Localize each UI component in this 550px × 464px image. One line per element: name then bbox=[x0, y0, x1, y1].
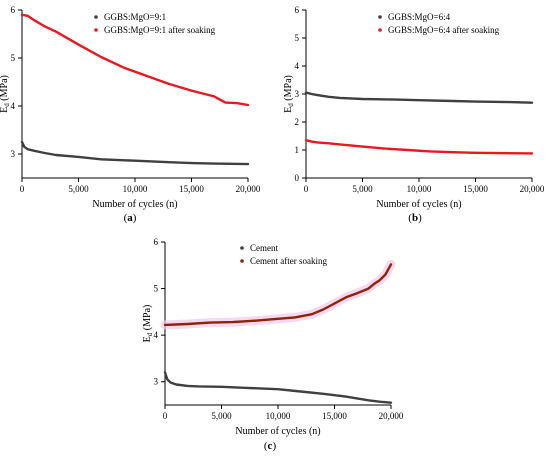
y-tick-label: 3 bbox=[11, 149, 16, 159]
legend-label: GGBS:MgO=6:4 bbox=[388, 12, 451, 22]
x-tick-label: 20,000 bbox=[520, 184, 545, 194]
legend-marker bbox=[94, 28, 98, 32]
y-tick-label: 0 bbox=[295, 173, 300, 183]
series-halo bbox=[160, 259, 396, 330]
panel-label: (b) bbox=[408, 212, 422, 224]
chart-panel: 0 5,000 10,000 15,000 20,000 0 1 2 3 4 5 6 Number of… bbox=[283, 5, 545, 224]
y-tick-label: 2 bbox=[295, 117, 300, 127]
y-tick-label: 4 bbox=[154, 330, 159, 340]
y-tick-label: 3 bbox=[154, 377, 159, 387]
series-line bbox=[304, 138, 534, 155]
y-tick-label: 6 bbox=[295, 5, 300, 15]
x-tick-label: 10,000 bbox=[407, 184, 432, 194]
x-tick-label: 10,000 bbox=[123, 184, 148, 194]
x-tick-label: 15,000 bbox=[322, 411, 347, 421]
x-tick-label: 5,000 bbox=[68, 184, 89, 194]
y-tick-label: 5 bbox=[11, 53, 16, 63]
series-line bbox=[20, 13, 250, 107]
legend-label: GGBS:MgO=9:1 bbox=[104, 12, 166, 22]
x-tick-label: 0 bbox=[163, 411, 168, 421]
legend-marker bbox=[378, 15, 382, 19]
series-line bbox=[163, 263, 393, 327]
y-tick-label: 5 bbox=[295, 33, 300, 43]
legend-marker bbox=[378, 28, 382, 32]
x-tick-label: 20,000 bbox=[236, 184, 261, 194]
x-axis-label: Number of cycles (n) bbox=[92, 199, 177, 210]
legend-label: GGBS:MgO=9:1 after soaking bbox=[104, 25, 216, 35]
panel-label: (a) bbox=[124, 212, 137, 224]
series-line bbox=[20, 140, 250, 166]
x-tick-label: 0 bbox=[304, 184, 309, 194]
x-tick-label: 15,000 bbox=[463, 184, 488, 194]
y-tick-label: 3 bbox=[295, 89, 300, 99]
legend-marker bbox=[94, 15, 98, 19]
y-axis-label: Ed (MPa) bbox=[283, 75, 295, 113]
x-tick-label: 20,000 bbox=[379, 411, 404, 421]
x-tick-label: 0 bbox=[20, 184, 25, 194]
x-axis-label: Number of cycles (n) bbox=[376, 199, 461, 210]
chart-panel: 0 5,000 10,000 15,000 20,000 3 4 5 6 Number of cy… bbox=[0, 5, 261, 224]
y-tick-label: 4 bbox=[11, 101, 16, 111]
x-tick-label: 5,000 bbox=[211, 411, 232, 421]
y-tick-label: 1 bbox=[295, 145, 300, 155]
x-tick-label: 5,000 bbox=[352, 184, 373, 194]
legend-label: GGBS:MgO=6:4 after soaking bbox=[388, 25, 500, 35]
series-line bbox=[304, 91, 534, 104]
legend-label: Cement after soaking bbox=[250, 256, 327, 266]
y-tick-label: 6 bbox=[154, 237, 159, 247]
y-tick-label: 4 bbox=[295, 61, 300, 71]
y-axis-label: Ed (MPa) bbox=[0, 75, 11, 113]
x-axis-label: Number of cycles (n) bbox=[235, 426, 320, 437]
series-line bbox=[163, 371, 393, 404]
y-axis-label: Ed (MPa) bbox=[142, 305, 154, 343]
x-tick-label: 10,000 bbox=[266, 411, 291, 421]
x-tick-label: 15,000 bbox=[179, 184, 204, 194]
y-tick-label: 5 bbox=[154, 284, 159, 294]
panel-label: (c) bbox=[264, 440, 277, 452]
chart-panel: 0 5,000 10,000 15,000 20,000 3 4 5 6 Number of cy… bbox=[142, 237, 404, 452]
y-tick-label: 6 bbox=[11, 5, 16, 15]
legend-label: Cement bbox=[250, 243, 278, 253]
legend-marker bbox=[240, 259, 244, 263]
legend-marker bbox=[240, 246, 244, 250]
